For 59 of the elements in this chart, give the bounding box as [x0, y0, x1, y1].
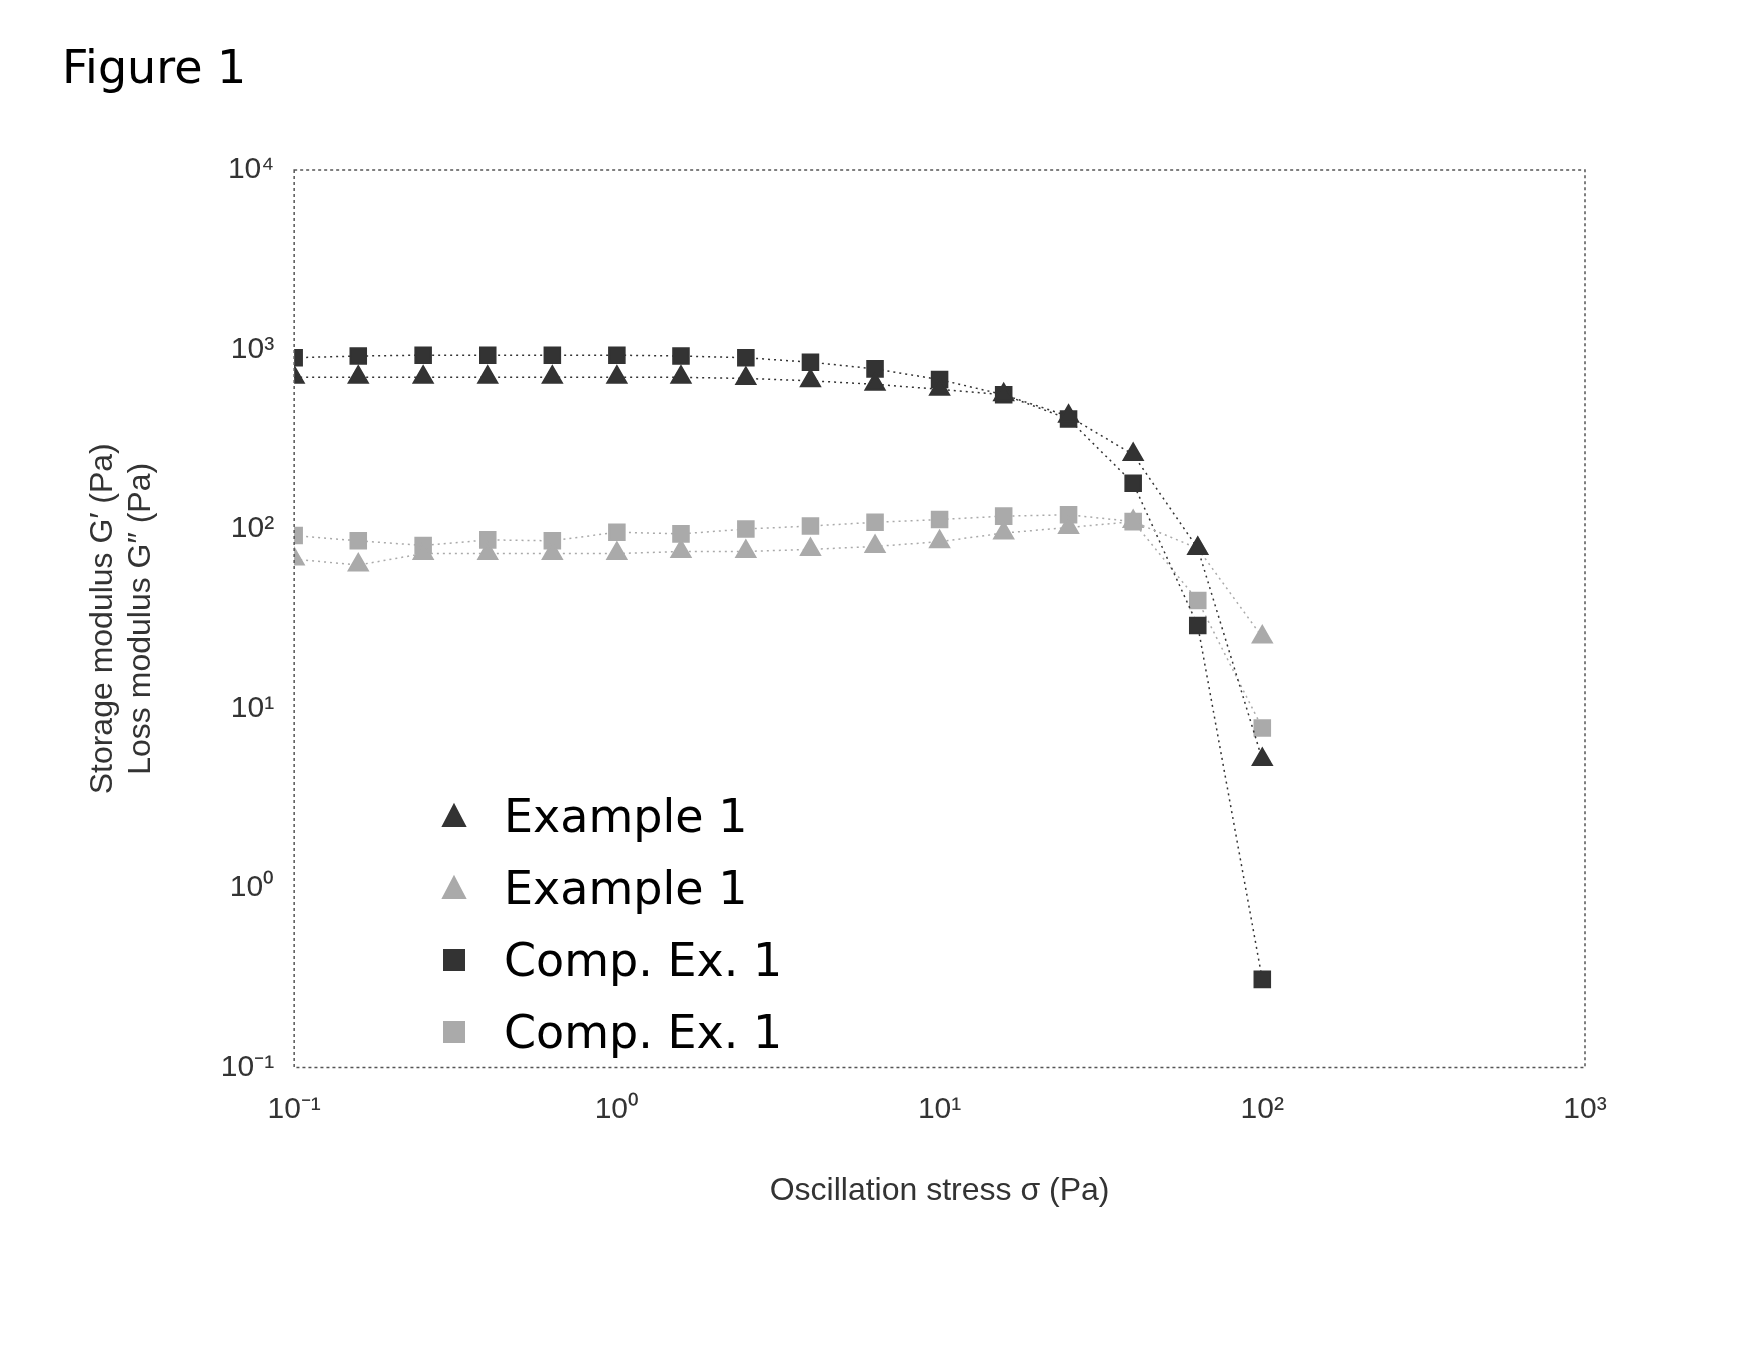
point: [1122, 442, 1144, 462]
point: [412, 365, 434, 384]
point: [866, 513, 884, 532]
point: [672, 525, 690, 543]
point: [606, 541, 628, 561]
chart-title: Figure 1: [62, 40, 247, 94]
point: [799, 368, 821, 388]
point: [866, 360, 884, 378]
point: [606, 365, 628, 384]
point: [672, 347, 690, 365]
x-axis-title: Oscillation stress σ (Pa): [769, 1170, 1110, 1207]
legend-label: Comp. Ex. 1: [504, 1005, 783, 1059]
point: [477, 365, 499, 384]
point: [347, 365, 369, 384]
point: [930, 510, 949, 529]
point: [608, 523, 626, 541]
legend-label: Comp. Ex. 1: [504, 933, 783, 987]
point: [799, 537, 821, 556]
point: [670, 365, 692, 384]
legend-label: Example 1: [504, 789, 748, 843]
point: [864, 534, 886, 553]
y-tick-label: 10³: [230, 330, 275, 364]
x-tick-label: 10²: [1240, 1090, 1284, 1124]
x-tick-label: 10⁻¹: [267, 1090, 321, 1124]
point: [1253, 970, 1272, 989]
point: [478, 346, 497, 364]
y-tick-label: 10⁰: [229, 869, 275, 903]
point: [414, 346, 432, 364]
legend-label: Example 1: [504, 861, 748, 915]
y-tick-label: 10¹: [230, 689, 275, 723]
point: [1188, 616, 1207, 635]
point: [801, 353, 820, 371]
point: [929, 529, 951, 549]
point: [735, 539, 757, 558]
point: [994, 507, 1013, 525]
point: [1058, 404, 1080, 423]
point: [735, 366, 757, 385]
point: [737, 520, 755, 538]
point: [670, 539, 692, 558]
point: [541, 365, 563, 384]
point: [349, 532, 368, 550]
x-tick-label: 10¹: [917, 1090, 962, 1124]
y-tick-label: 10⁻¹: [220, 1048, 275, 1082]
y-tick-label: 10²: [230, 510, 275, 544]
point: [347, 553, 369, 572]
point: [1188, 591, 1207, 610]
x-tick-label: 10⁰: [594, 1090, 640, 1124]
point: [1124, 474, 1142, 492]
point: [1253, 719, 1272, 737]
point: [801, 517, 820, 535]
point: [1251, 747, 1273, 767]
point: [1251, 625, 1273, 644]
point: [608, 346, 626, 364]
x-tick-label: 10³: [1563, 1090, 1607, 1124]
y-axis-title: Storage modulus G′ (Pa) Loss modulus G″ (Pa): [83, 443, 158, 795]
point: [543, 346, 562, 364]
point: [349, 347, 368, 365]
y-tick-label: 10⁴: [227, 151, 275, 185]
point: [737, 348, 755, 367]
